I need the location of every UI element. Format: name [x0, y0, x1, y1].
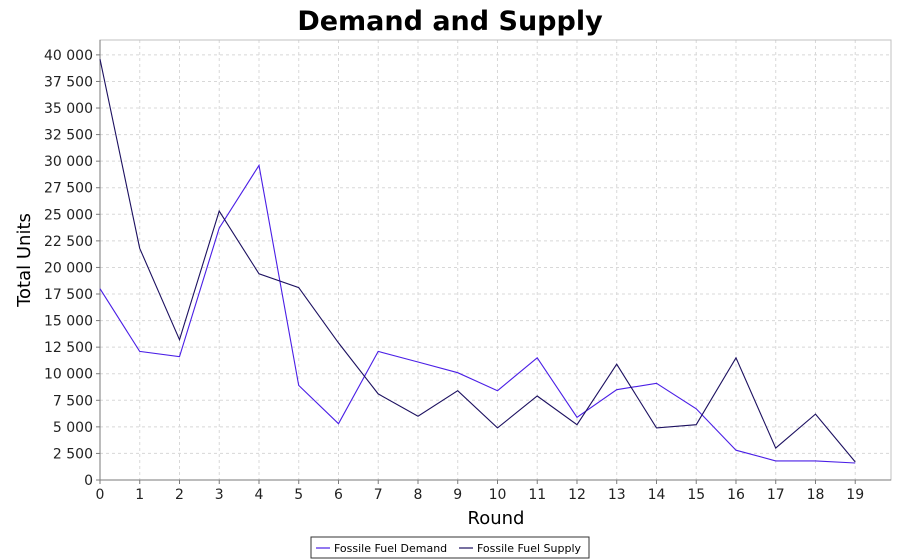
y-tick-label: 30 000	[44, 154, 93, 170]
y-axis-label: Total Units	[14, 213, 35, 308]
series-line-fossile-fuel-demand	[99, 163, 856, 464]
y-tick-label: 17 500	[44, 287, 93, 303]
x-tick-label: 5	[294, 487, 303, 503]
x-tick-label: 12	[568, 487, 586, 503]
y-tick-label: 35 000	[44, 101, 93, 117]
y-tick-label: 40 000	[44, 48, 93, 64]
legend-label-supply: Fossile Fuel Supply	[477, 542, 581, 555]
y-axis-ticks: 0 2 500 5 000 7 500 10 000 12 500 15 000 17 500…	[44, 48, 100, 489]
x-axis-ticks: 0 1 2 3 4 5 6 7 8 9 10 11 12 13 14 15 16 17 18 19	[96, 480, 864, 503]
x-tick-label: 15	[687, 487, 705, 503]
series-lines	[99, 58, 856, 464]
y-tick-label: 37 500	[44, 74, 93, 90]
chart-title: Demand and Supply	[297, 6, 603, 37]
y-tick-label: 25 000	[44, 207, 93, 223]
gridlines	[100, 40, 891, 480]
y-tick-label: 5 000	[53, 420, 93, 436]
x-tick-label: 3	[215, 487, 224, 503]
x-tick-label: 16	[727, 487, 745, 503]
x-tick-label: 19	[846, 487, 864, 503]
x-tick-label: 10	[489, 487, 507, 503]
x-tick-label: 6	[334, 487, 343, 503]
x-tick-label: 8	[414, 487, 423, 503]
x-tick-label: 18	[807, 487, 825, 503]
y-tick-label: 12 500	[44, 340, 93, 356]
y-tick-label: 22 500	[44, 234, 93, 250]
legend-label-demand: Fossile Fuel Demand	[334, 542, 447, 555]
legend: Fossile Fuel Demand Fossile Fuel Supply	[310, 536, 590, 559]
x-tick-label: 0	[96, 487, 105, 503]
axes	[99, 40, 891, 481]
x-tick-label: 2	[175, 487, 184, 503]
y-tick-label: 32 500	[44, 128, 93, 144]
series-line-fossile-fuel-supply	[99, 58, 856, 463]
y-tick-label: 7 500	[53, 393, 93, 409]
y-tick-label: 2 500	[53, 446, 93, 462]
x-tick-label: 13	[608, 487, 626, 503]
x-tick-label: 7	[374, 487, 383, 503]
x-tick-label: 14	[648, 487, 666, 503]
y-tick-label: 15 000	[44, 314, 93, 330]
y-tick-label: 20 000	[44, 260, 93, 276]
x-tick-label: 4	[255, 487, 264, 503]
x-axis-label: Round	[468, 508, 525, 529]
plot-area	[99, 39, 892, 481]
y-tick-label: 10 000	[44, 367, 93, 383]
y-tick-label: 0	[84, 473, 93, 489]
legend-box	[310, 536, 590, 559]
x-tick-label: 1	[135, 487, 144, 503]
x-tick-label: 9	[453, 487, 462, 503]
y-tick-label: 27 500	[44, 181, 93, 197]
x-tick-label: 11	[528, 487, 546, 503]
x-tick-label: 17	[767, 487, 785, 503]
